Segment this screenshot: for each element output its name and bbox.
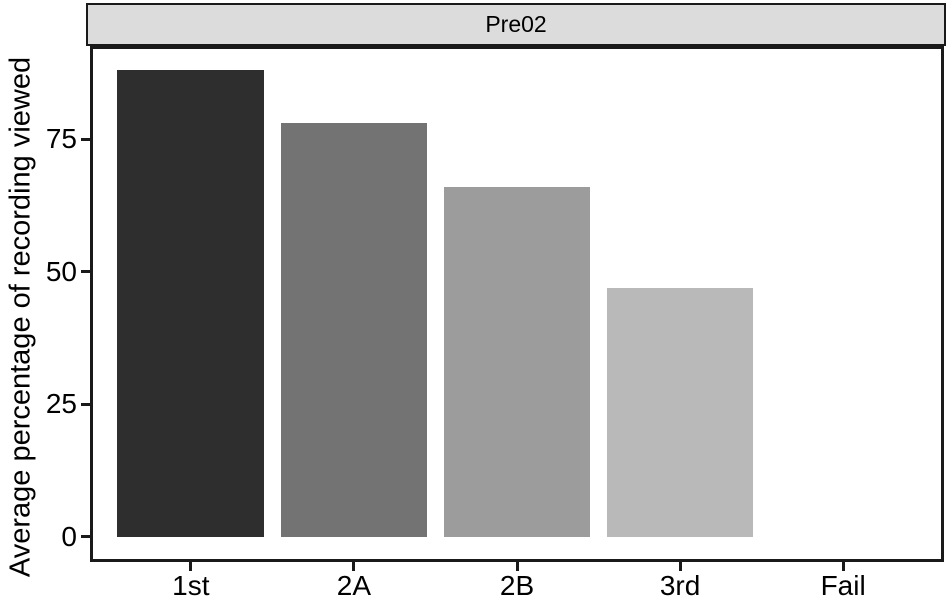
- x-tick-mark: [841, 562, 845, 571]
- x-axis-tick-labels: 1st 2A 2B 3rd Fail: [93, 570, 941, 598]
- y-tick-label-0: 0: [61, 520, 77, 552]
- bar-3rd: [606, 287, 754, 537]
- x-tick-mark: [515, 562, 519, 571]
- facet-strip-label: Pre02: [485, 11, 547, 37]
- y-axis-tick-labels: 0 25 50 75: [0, 49, 77, 559]
- x-tick-label-2a: 2A: [336, 570, 372, 598]
- x-tick-mark: [189, 562, 193, 571]
- x-tick-label-3rd: 3rd: [659, 570, 701, 598]
- bar-1st: [117, 70, 265, 537]
- y-tick-label-50: 50: [45, 255, 77, 287]
- x-tick-label-2b: 2B: [499, 570, 535, 598]
- y-axis-ticks: [81, 49, 90, 559]
- bar-2b: [443, 186, 591, 537]
- y-tick-mark: [81, 402, 90, 406]
- y-tick-mark: [81, 137, 90, 141]
- x-tick-label-1st: 1st: [172, 570, 210, 598]
- y-tick-label-75: 75: [45, 123, 77, 155]
- y-tick-label-25: 25: [45, 388, 77, 420]
- plot-area: [93, 49, 941, 559]
- x-tick-mark: [352, 562, 356, 571]
- y-tick-mark: [81, 270, 90, 274]
- x-tick-mark: [678, 562, 682, 571]
- bar-2a: [280, 123, 428, 537]
- plot-panel: [90, 46, 944, 562]
- x-tick-label-fail: Fail: [820, 570, 866, 598]
- facet-strip: Pre02: [86, 3, 946, 46]
- y-tick-mark: [81, 535, 90, 539]
- x-axis-ticks: [93, 562, 941, 571]
